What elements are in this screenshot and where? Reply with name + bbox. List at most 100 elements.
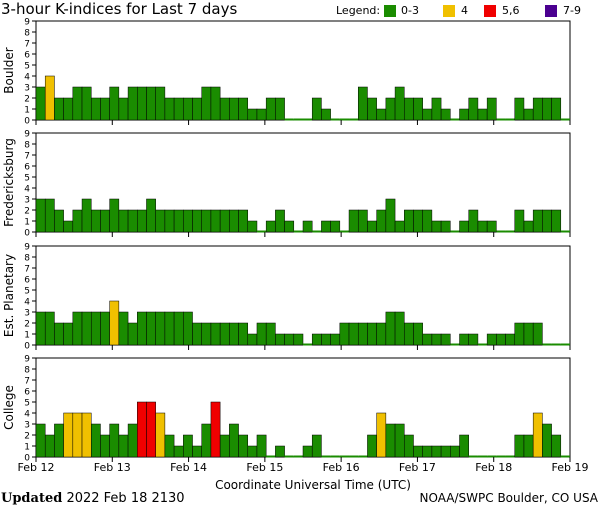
bar bbox=[404, 209, 414, 233]
bar bbox=[394, 220, 405, 233]
y-tick-label: 1 bbox=[24, 218, 30, 228]
bar bbox=[173, 97, 184, 121]
y-tick-label: 7 bbox=[24, 377, 30, 387]
bar bbox=[219, 322, 230, 346]
y-tick-label: 4 bbox=[24, 185, 30, 195]
y-tick-label: 6 bbox=[24, 388, 30, 398]
bar bbox=[486, 220, 497, 233]
bar bbox=[90, 311, 101, 346]
x-tick-label: Feb 12 bbox=[18, 461, 55, 474]
bar bbox=[183, 311, 193, 346]
bar bbox=[376, 108, 387, 121]
bar bbox=[431, 445, 442, 458]
bar bbox=[275, 97, 285, 121]
panel-label-college: College bbox=[2, 385, 16, 430]
bar bbox=[256, 434, 267, 458]
bar bbox=[155, 311, 166, 346]
bar bbox=[551, 434, 562, 458]
x-tick-label: Feb 17 bbox=[399, 461, 436, 474]
bar bbox=[385, 97, 396, 121]
bar bbox=[265, 97, 276, 121]
bar bbox=[385, 311, 396, 346]
bar bbox=[238, 322, 249, 346]
bar bbox=[357, 86, 368, 121]
bar bbox=[210, 209, 221, 233]
bar bbox=[311, 434, 322, 458]
bar bbox=[551, 97, 562, 121]
y-tick-label: 6 bbox=[24, 163, 30, 173]
legend-swatch-4 bbox=[443, 5, 455, 17]
bar bbox=[201, 322, 212, 346]
y-tick-label: 6 bbox=[24, 276, 30, 286]
y-tick-label: 3 bbox=[24, 84, 30, 94]
bar bbox=[54, 322, 64, 346]
bar bbox=[81, 198, 92, 233]
bar bbox=[275, 445, 285, 458]
bar bbox=[100, 97, 110, 121]
updated-timestamp: 2022 Feb 18 2130 bbox=[66, 491, 185, 506]
y-tick-label: 0 bbox=[24, 229, 30, 239]
bar bbox=[468, 209, 479, 233]
bar bbox=[90, 209, 101, 233]
bar bbox=[357, 322, 368, 346]
bar bbox=[422, 209, 433, 233]
bar bbox=[201, 209, 212, 233]
bar bbox=[183, 97, 193, 121]
bar bbox=[339, 322, 350, 346]
x-tick-label: Feb 14 bbox=[170, 461, 207, 474]
bar bbox=[311, 333, 322, 346]
bar bbox=[137, 401, 147, 458]
y-tick-label: 1 bbox=[24, 106, 30, 116]
bar bbox=[459, 108, 469, 121]
bar bbox=[532, 412, 543, 458]
bar bbox=[63, 97, 74, 121]
bar bbox=[422, 108, 433, 121]
bar bbox=[137, 209, 147, 233]
updated-label: Updated bbox=[1, 491, 63, 506]
bar bbox=[413, 322, 423, 346]
legend-swatch-5-6 bbox=[484, 5, 496, 17]
bar bbox=[118, 311, 129, 346]
bar bbox=[229, 423, 239, 458]
y-tick-label: 2 bbox=[24, 207, 30, 217]
bar bbox=[440, 333, 451, 346]
bar bbox=[468, 333, 479, 346]
bar bbox=[385, 198, 396, 233]
bar bbox=[155, 86, 166, 121]
bar bbox=[256, 322, 267, 346]
bar bbox=[229, 97, 239, 121]
bar bbox=[90, 97, 101, 121]
bar bbox=[192, 209, 202, 233]
x-axis-label: Coordinate Universal Time (UTC) bbox=[215, 478, 411, 492]
panel-label-est-planetary: Est. Planetary bbox=[2, 254, 16, 337]
bar bbox=[173, 209, 184, 233]
bar bbox=[219, 434, 230, 458]
bar bbox=[284, 333, 295, 346]
bar bbox=[459, 333, 469, 346]
bar bbox=[542, 423, 552, 458]
bar bbox=[127, 322, 138, 346]
y-tick-label: 1 bbox=[24, 443, 30, 453]
y-tick-label: 3 bbox=[24, 196, 30, 206]
bar bbox=[146, 198, 156, 233]
y-tick-label: 2 bbox=[24, 320, 30, 330]
bar bbox=[81, 311, 92, 346]
bar bbox=[146, 86, 156, 121]
bar bbox=[459, 220, 469, 233]
bar bbox=[431, 333, 442, 346]
bar bbox=[542, 209, 552, 233]
bar bbox=[155, 412, 166, 458]
bar bbox=[81, 86, 92, 121]
bar bbox=[367, 322, 377, 346]
bar bbox=[367, 220, 377, 233]
bar bbox=[404, 434, 414, 458]
bar bbox=[486, 333, 497, 346]
bar bbox=[109, 423, 120, 458]
bar bbox=[422, 333, 433, 346]
y-tick-label: 5 bbox=[24, 62, 30, 72]
y-tick-label: 8 bbox=[24, 141, 30, 151]
y-tick-label: 1 bbox=[24, 331, 30, 341]
bar bbox=[164, 97, 175, 121]
bar bbox=[523, 108, 534, 121]
bar bbox=[348, 209, 359, 233]
